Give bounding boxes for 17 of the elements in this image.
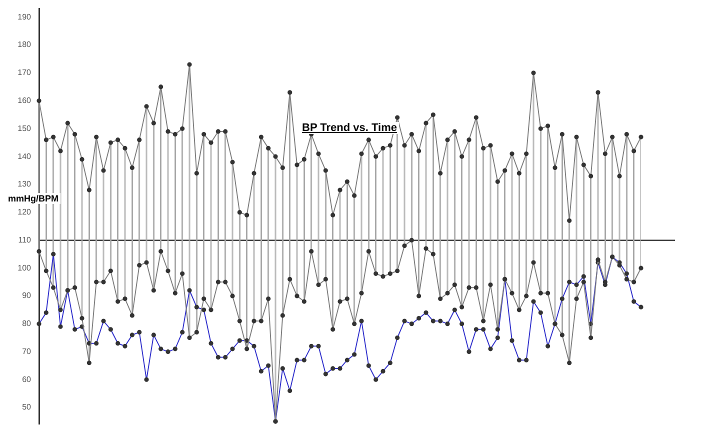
y-tick-label: 70 (22, 346, 32, 356)
y-tick-label: 120 (18, 208, 32, 217)
y-axis-title: mmHg/BPM (8, 194, 59, 204)
y-tick-label: 110 (18, 235, 32, 244)
y-tick-label: 140 (18, 152, 32, 161)
y-tick-label: 150 (18, 124, 32, 133)
y-tick-label: 190 (18, 12, 32, 22)
y-tick-label: 90 (22, 291, 32, 300)
text: BP Trend vs. Time (300, 122, 399, 134)
y-tick-label: 100 (18, 263, 32, 272)
y-tick-label: 160 (18, 96, 32, 106)
y-tick-label: 130 (18, 180, 32, 189)
y-tick-label: 60 (22, 374, 32, 384)
y-tick-label: 80 (22, 319, 32, 328)
y-tick-label: 180 (18, 40, 32, 50)
y-tick-label: 50 (22, 402, 32, 412)
y-tick-label: 170 (18, 68, 32, 78)
